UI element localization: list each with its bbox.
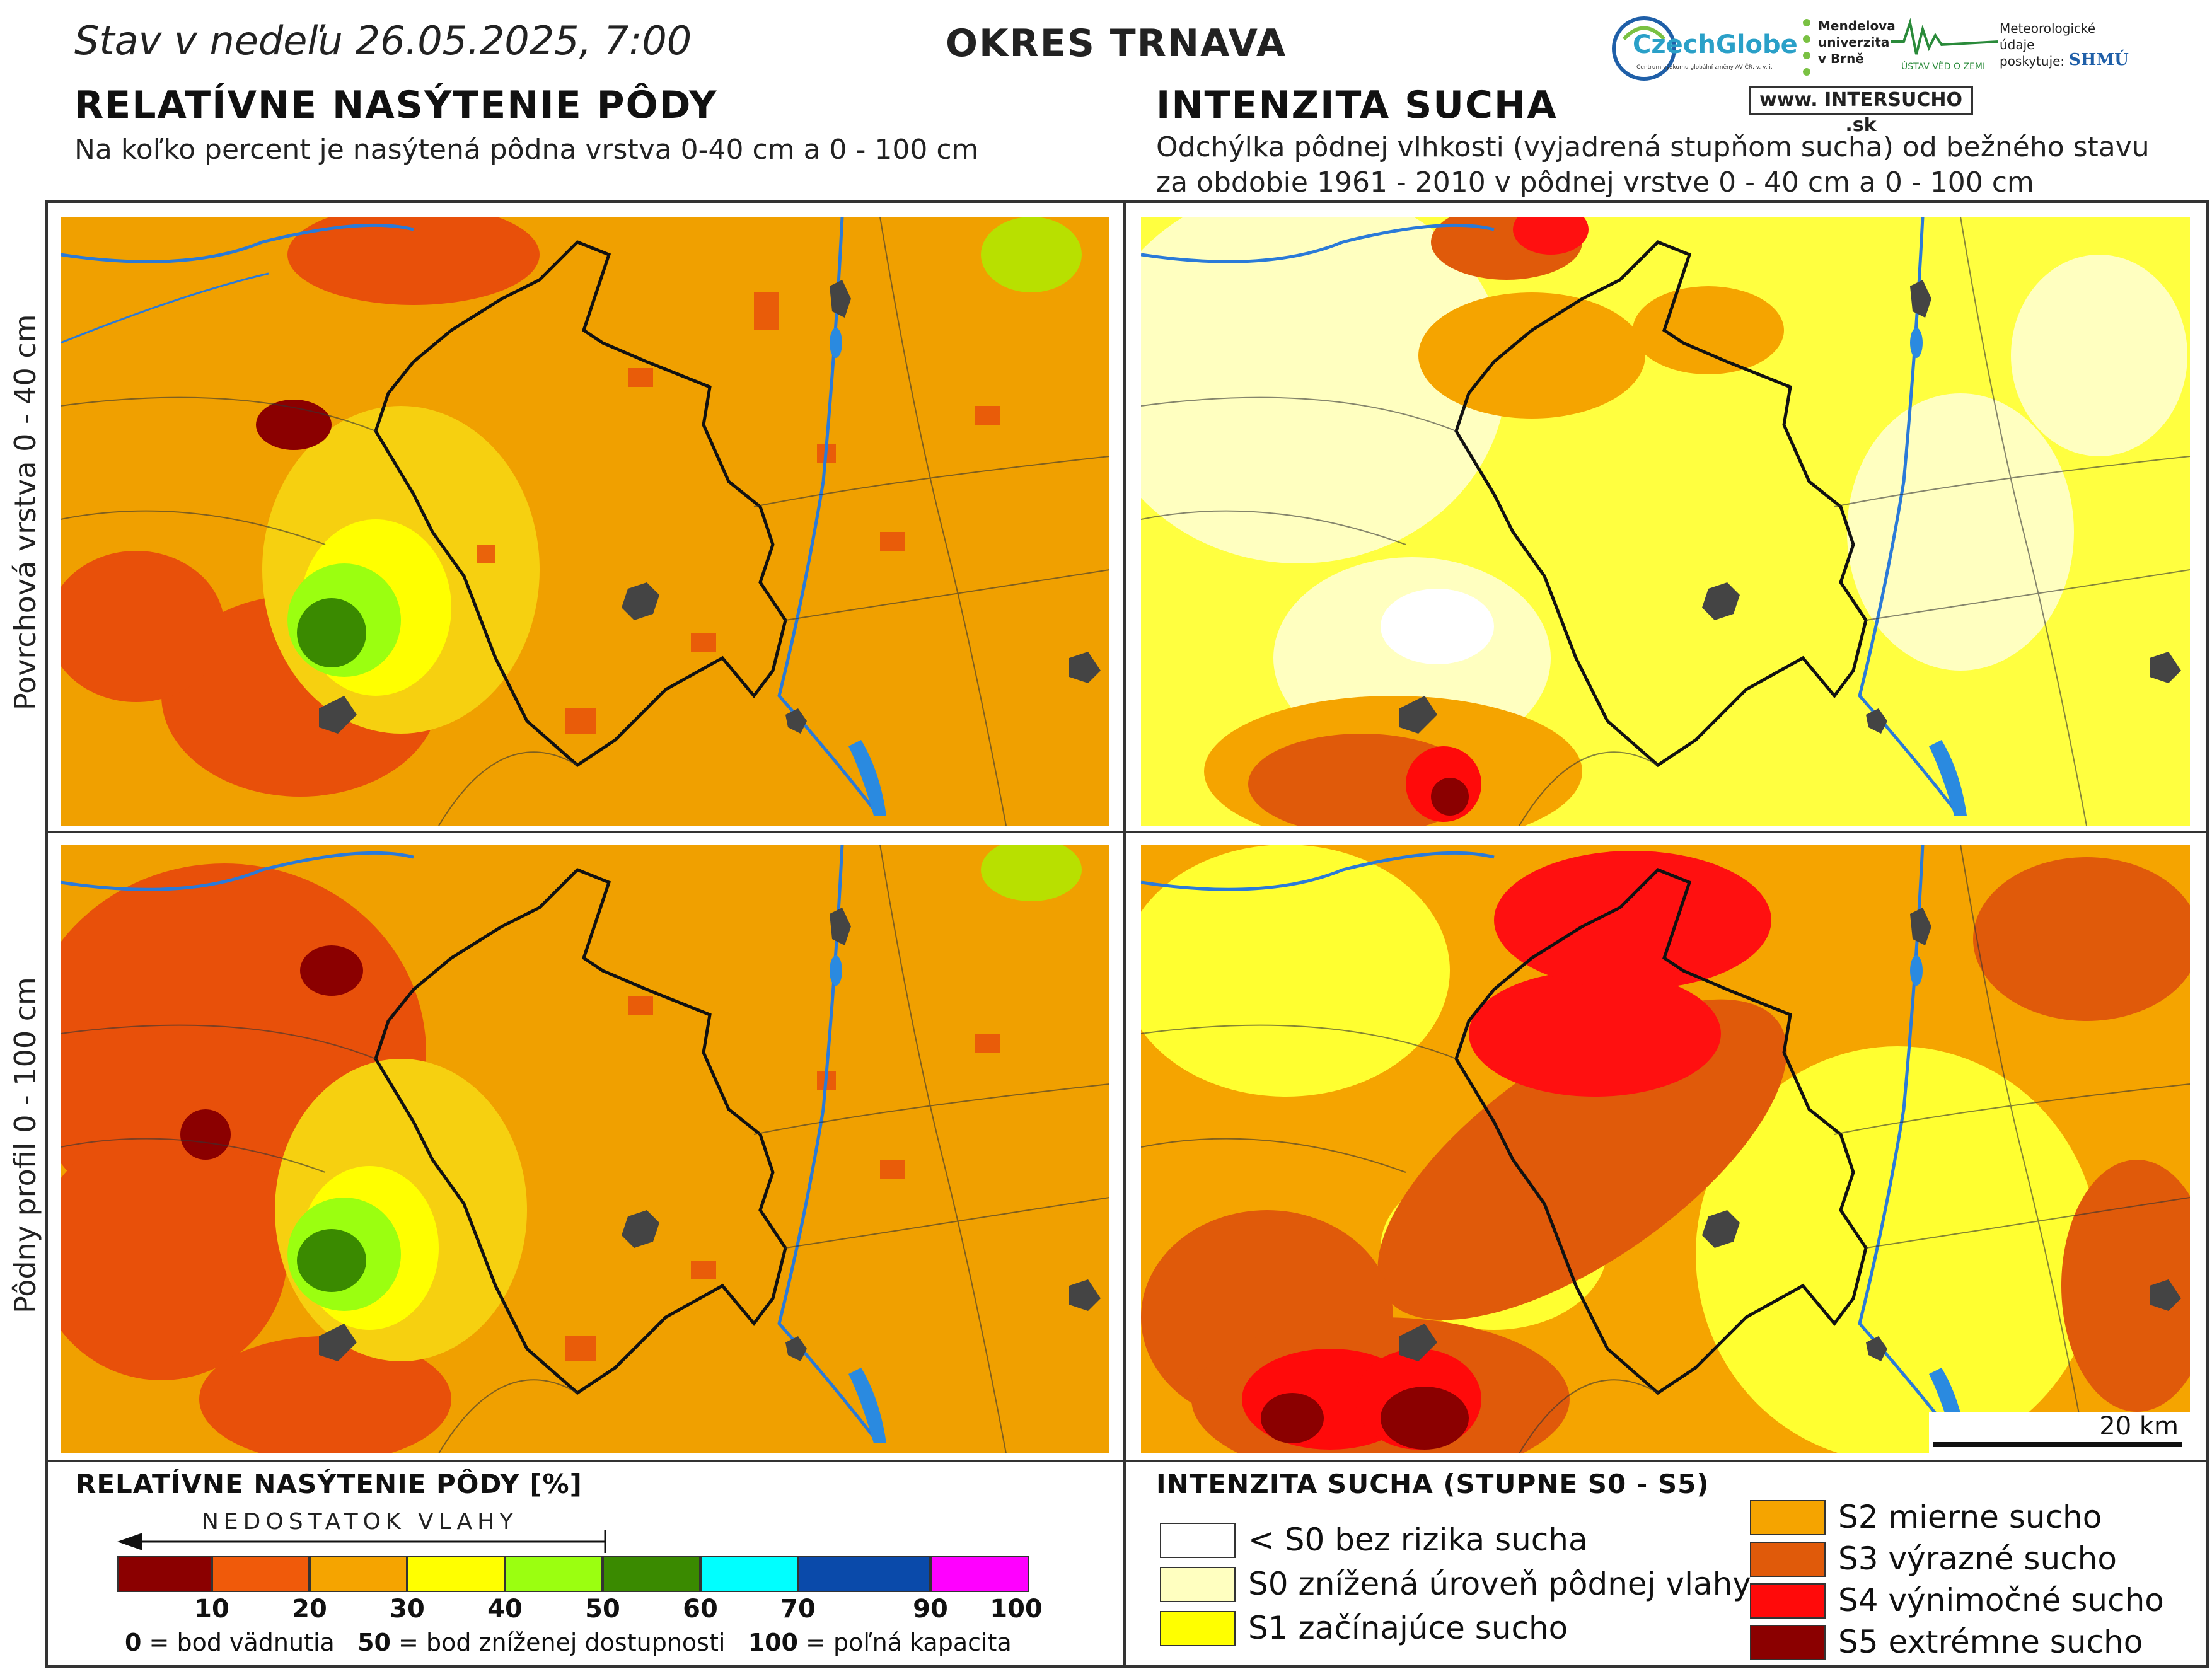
drought-swatch-1 (1160, 1567, 1236, 1602)
legend-divider (45, 1460, 2209, 1462)
map-drought-topsoil (1141, 217, 2190, 826)
saturation-section-title: RELATÍVNE NASÝTENIE PÔDY (74, 83, 718, 127)
ustav-text: ÚSTAV VĚD O ZEMI (1901, 62, 1986, 72)
note-zero-value: 0 (125, 1629, 142, 1656)
drought-label-2: S1 začínajúce sucho (1248, 1610, 1568, 1646)
saturation-bin-60 (603, 1556, 700, 1592)
saturation-tick-labels: 10 20 30 40 50 60 70 90 100 (117, 1592, 1043, 1624)
drought-section-subtitle-2: za obdobie 1961 - 2010 v pôdnej vrstve 0… (1156, 166, 2034, 199)
saturation-section-subtitle: Na koľko percent je nasýtená pôdna vrstv… (74, 134, 979, 166)
note-fifty-value: 50 (357, 1629, 391, 1656)
saturation-tick-60: 60 (683, 1595, 718, 1624)
drought-swatch-3 (1750, 1500, 1826, 1535)
map-saturation-profile (61, 845, 1109, 1453)
drought-label-4: S3 výrazné sucho (1838, 1540, 2117, 1577)
mendel-logo: Mendelova univerzita v Brně (1797, 14, 1896, 83)
mendel-text: Mendelova univerzita v Brně (1818, 18, 1896, 66)
saturation-tick-100: 100 (990, 1595, 1043, 1624)
drought-label-3: S2 mierne sucho (1838, 1499, 2102, 1535)
drought-swatch-6 (1750, 1625, 1826, 1660)
czechglobe-subtext: Centrum výzkumu globální změny AV ČR, v.… (1636, 64, 1773, 71)
drought-section-title: INTENZITA SUCHA (1156, 83, 1558, 127)
note-hundred-value: 100 (748, 1629, 798, 1656)
ustav-logo: ÚSTAV VĚD O ZEMI (1891, 16, 1999, 79)
drought-legend-items: < S0 bez rizika sucha S0 znížená úroveň p… (1160, 1499, 2194, 1670)
shmu-logo: SHMÚ (2069, 50, 2129, 69)
row-divider (45, 831, 2209, 833)
saturation-tick-50: 50 (585, 1595, 620, 1624)
drought-label-6: S5 extrémne sucho (1838, 1624, 2143, 1660)
deficit-label: NEDOSTATOK VLAHY (202, 1509, 519, 1535)
saturation-bin-20 (212, 1556, 310, 1592)
deficit-arrow (117, 1530, 606, 1553)
drought-swatch-4 (1750, 1542, 1826, 1577)
drought-swatch-5 (1750, 1583, 1826, 1619)
row-label-topsoil: Povrchová vrstva 0 - 40 cm (8, 314, 42, 710)
saturation-tick-30: 30 (390, 1595, 425, 1624)
saturation-bin-50 (505, 1556, 603, 1592)
saturation-colorbar (117, 1556, 1029, 1592)
drought-label-5: S4 výnimočné sucho (1838, 1582, 2164, 1619)
drought-legend-title: INTENZITA SUCHA (STUPNE S0 - S5) (1156, 1469, 1710, 1499)
saturation-tick-20: 20 (292, 1595, 327, 1624)
note-wilting-point: = bod vädnutia (141, 1629, 335, 1656)
saturation-bin-90 (798, 1556, 930, 1592)
czechglobe-text: CzechGlobe (1633, 30, 1798, 59)
drought-label-1: S0 znížená úroveň pôdnej vlahy (1248, 1566, 1751, 1602)
saturation-bin-100 (930, 1556, 1029, 1592)
saturation-bin-10 (117, 1556, 212, 1592)
intersucho-logo: www. INTERSUCHO .sk (1749, 86, 1973, 136)
row-label-profile: Pôdny profil 0 - 100 cm (8, 977, 42, 1313)
saturation-bin-40 (407, 1556, 505, 1592)
saturation-legend-title: RELATÍVNE NASÝTENIE PÔDY [%] (76, 1469, 582, 1499)
saturation-bin-70 (700, 1556, 798, 1592)
czechglobe-logo: CzechGlobe Centrum výzkumu globální změn… (1611, 14, 1798, 83)
map-saturation-topsoil (61, 217, 1109, 826)
map-date: Stav v nedeľu 26.05.2025, 7:00 (74, 18, 692, 64)
saturation-tick-40: 40 (487, 1595, 523, 1624)
saturation-tick-10: 10 (194, 1595, 229, 1624)
meteo-provider-note: Meteorologické údaje poskytuje: (2000, 21, 2096, 69)
drought-section-subtitle-1: Odchýlka pôdnej vlhkosti (vyjadrená stup… (1156, 131, 2150, 163)
scale-bar-label: 20 km (2099, 1412, 2179, 1441)
saturation-notes: 0 = bod vädnutia 50 = bod zníženej dostu… (125, 1629, 1012, 1656)
saturation-bin-30 (310, 1556, 407, 1592)
map-drought-profile: 20 km (1141, 845, 2190, 1453)
saturation-tick-70: 70 (780, 1595, 816, 1624)
drought-label-0: < S0 bez rizika sucha (1248, 1521, 1588, 1558)
drought-swatch-0 (1160, 1523, 1236, 1558)
saturation-tick-90: 90 (913, 1595, 948, 1624)
note-field-capacity: = poľná kapacita (798, 1629, 1012, 1656)
column-divider (1123, 200, 1126, 1668)
drought-swatch-2 (1160, 1611, 1236, 1646)
district-name: OKRES TRNAVA (946, 21, 1287, 66)
note-reduced-availability: = bod zníženej dostupnosti (390, 1629, 726, 1656)
